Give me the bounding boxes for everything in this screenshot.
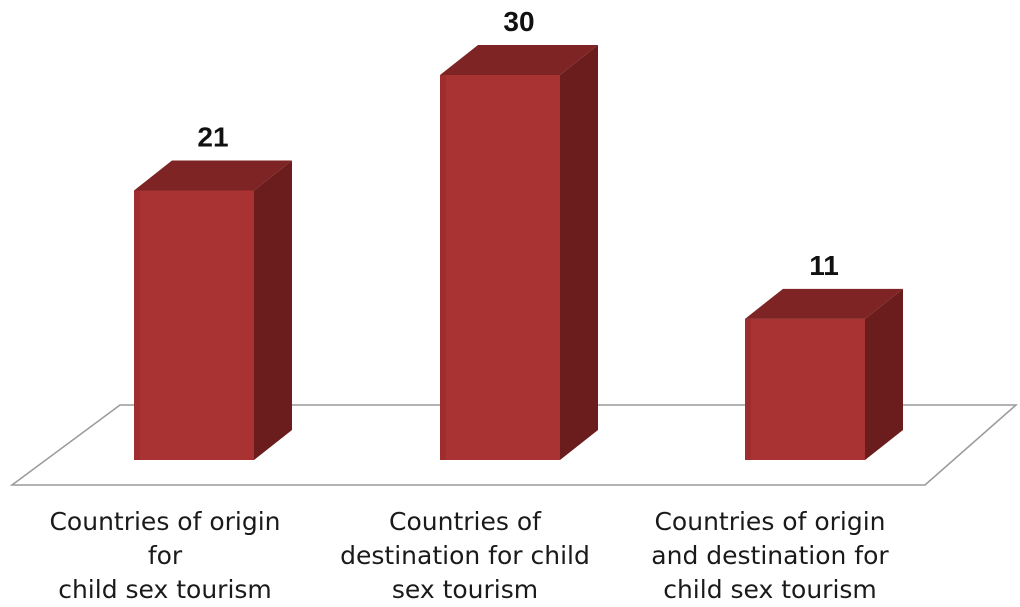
value-label-origin: 21 xyxy=(197,122,228,153)
bar-front-origin xyxy=(134,190,254,460)
bar-shade-origin xyxy=(134,190,140,460)
bar-side-destination xyxy=(560,45,598,460)
category-label-destination: Countries of destination for child sex t… xyxy=(340,507,590,604)
bar-top-origin xyxy=(134,160,292,191)
bar-top-destination xyxy=(440,45,598,75)
value-label-origin-and-destination: 11 xyxy=(809,250,839,281)
bar-front-destination xyxy=(440,75,560,460)
chart-floor xyxy=(9,404,1018,486)
category-label-origin: Countries of origin for child sex touris… xyxy=(49,507,281,604)
bar-shade-origin-and-destination xyxy=(745,318,751,460)
bar-top-origin-and-destination xyxy=(745,288,903,319)
bars-layer: 21 30 11 xyxy=(134,6,903,460)
bar-side-origin xyxy=(254,160,292,460)
bar-shade-destination xyxy=(440,75,446,460)
category-label-origin-and-destination: Countries of origin and destination for … xyxy=(651,507,889,604)
value-label-destination: 30 xyxy=(503,6,534,37)
bar-front-origin-and-destination xyxy=(745,318,865,460)
bar-side-origin-and-destination xyxy=(865,288,903,460)
